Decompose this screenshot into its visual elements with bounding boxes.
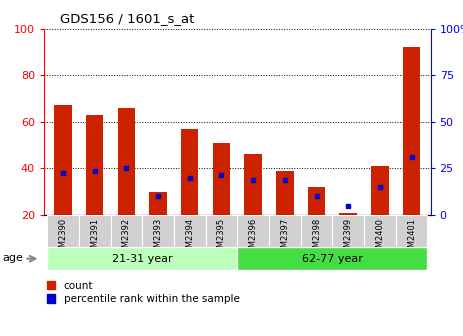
Bar [79, 215, 111, 247]
Bar [206, 215, 238, 247]
Bar [150, 192, 167, 215]
Bar [238, 247, 427, 270]
Text: GSM2401: GSM2401 [407, 218, 416, 258]
Bar [86, 115, 103, 215]
Bar [54, 106, 72, 215]
Text: GSM2396: GSM2396 [249, 218, 257, 258]
Bar [142, 215, 174, 247]
Text: GSM2391: GSM2391 [90, 218, 99, 258]
Text: GSM2399: GSM2399 [344, 218, 353, 258]
Bar [118, 108, 135, 215]
Bar [47, 247, 238, 270]
Text: GDS156 / 1601_s_at: GDS156 / 1601_s_at [60, 12, 194, 25]
Bar [332, 215, 364, 247]
Bar [300, 215, 332, 247]
Text: GSM2400: GSM2400 [375, 218, 384, 258]
Text: 62-77 year: 62-77 year [302, 254, 363, 264]
Bar [396, 215, 427, 247]
Bar [371, 166, 388, 215]
Legend: count, percentile rank within the sample: count, percentile rank within the sample [47, 281, 239, 304]
Bar [213, 143, 230, 215]
Text: GSM2397: GSM2397 [280, 218, 289, 258]
Text: GSM2398: GSM2398 [312, 218, 321, 258]
Text: GSM2394: GSM2394 [185, 218, 194, 258]
Bar [244, 155, 262, 215]
Bar [181, 129, 199, 215]
Text: GSM2393: GSM2393 [154, 218, 163, 258]
Bar [47, 215, 79, 247]
Text: GSM2390: GSM2390 [58, 218, 68, 258]
Text: GSM2395: GSM2395 [217, 218, 226, 258]
Bar [364, 215, 396, 247]
Text: GSM2392: GSM2392 [122, 218, 131, 258]
Bar [276, 171, 294, 215]
Text: age: age [2, 253, 23, 263]
Bar [111, 215, 142, 247]
Text: 21-31 year: 21-31 year [112, 254, 173, 264]
Bar [269, 215, 300, 247]
Bar [403, 47, 420, 215]
Bar [238, 215, 269, 247]
Bar [308, 187, 325, 215]
Bar [339, 213, 357, 215]
Bar [174, 215, 206, 247]
